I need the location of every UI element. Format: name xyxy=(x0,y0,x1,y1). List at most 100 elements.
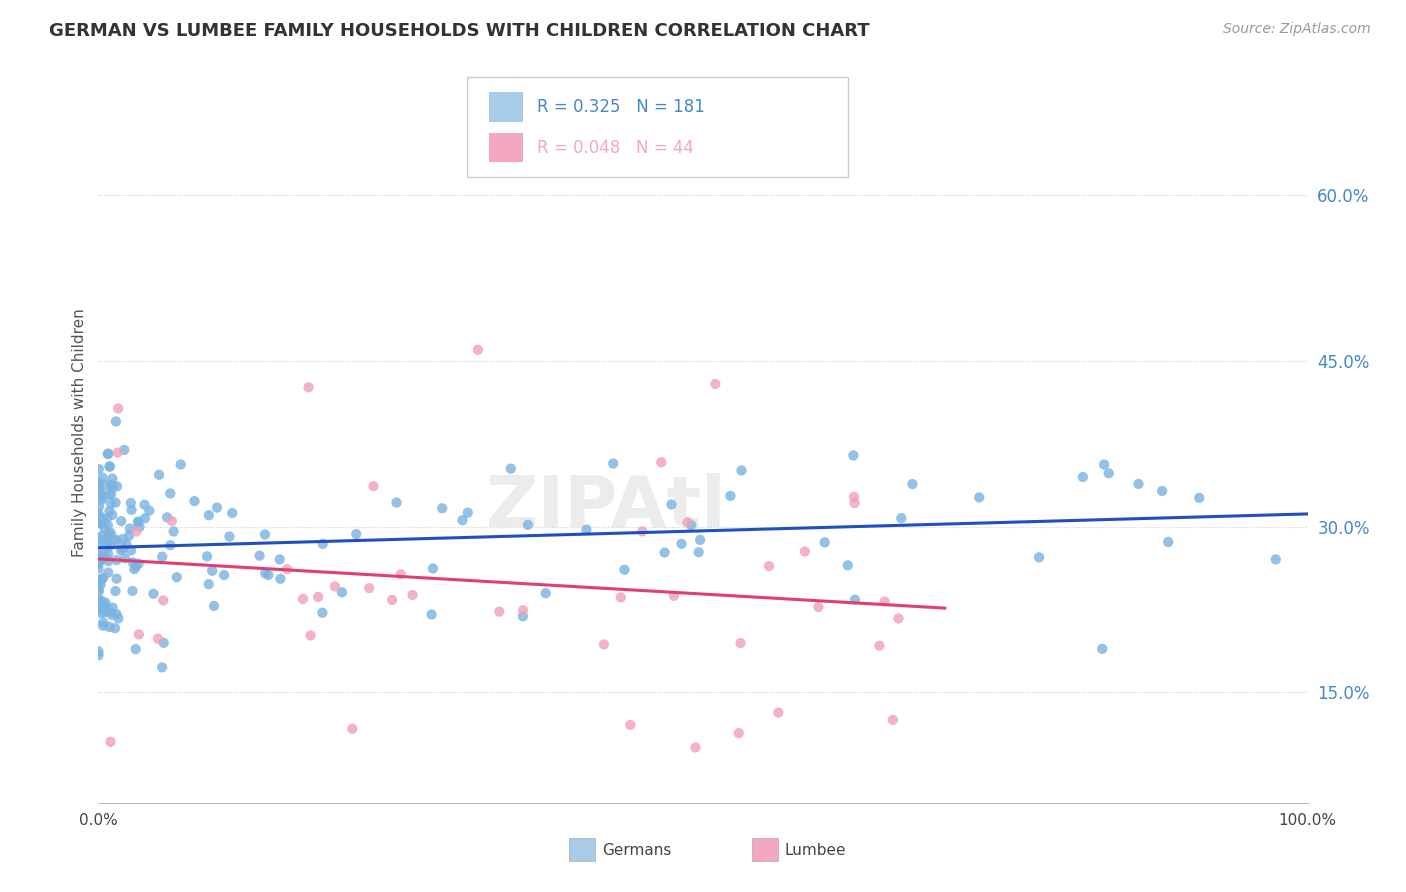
Point xyxy=(105,533,128,548)
Point xyxy=(101,600,124,615)
Point xyxy=(516,517,538,532)
Point xyxy=(385,495,408,509)
Point xyxy=(1188,491,1211,505)
Point xyxy=(212,568,235,582)
Point xyxy=(120,543,142,558)
Point xyxy=(420,607,443,622)
Point xyxy=(1157,535,1180,549)
Point xyxy=(90,577,112,591)
Point xyxy=(602,457,624,471)
Point xyxy=(89,516,111,531)
Point xyxy=(91,619,114,633)
Point xyxy=(87,583,110,598)
Point xyxy=(134,498,156,512)
Text: GERMAN VS LUMBEE FAMILY HOUSEHOLDS WITH CHILDREN CORRELATION CHART: GERMAN VS LUMBEE FAMILY HOUSEHOLDS WITH … xyxy=(49,22,870,40)
Point xyxy=(112,442,135,457)
Point xyxy=(87,507,110,521)
Point xyxy=(201,564,224,578)
Point xyxy=(159,538,181,552)
Point xyxy=(104,495,127,509)
Point xyxy=(593,637,616,651)
Point xyxy=(160,514,183,528)
Point xyxy=(344,527,367,541)
Point xyxy=(111,532,134,546)
Point xyxy=(101,472,124,486)
Point xyxy=(89,484,111,499)
Point xyxy=(100,607,122,622)
Point xyxy=(114,551,136,566)
Point xyxy=(93,550,115,565)
Point xyxy=(90,593,112,607)
Point xyxy=(1264,552,1286,566)
Point xyxy=(94,478,117,492)
Point xyxy=(91,571,114,585)
Point xyxy=(610,591,633,605)
Point xyxy=(323,580,346,594)
Point xyxy=(96,511,118,525)
Point xyxy=(688,545,710,559)
Point xyxy=(297,380,319,394)
Point xyxy=(142,587,165,601)
Point xyxy=(107,611,129,625)
Point xyxy=(96,534,118,549)
Point xyxy=(90,516,112,531)
Point xyxy=(118,529,141,543)
Point xyxy=(269,552,291,566)
Point xyxy=(98,504,121,518)
Point xyxy=(534,586,557,600)
Point xyxy=(451,513,474,527)
Point xyxy=(98,459,121,474)
Point xyxy=(87,561,110,575)
Point xyxy=(253,527,276,541)
Point xyxy=(97,447,120,461)
Point xyxy=(901,477,924,491)
Point xyxy=(631,524,654,539)
Point xyxy=(730,636,752,650)
FancyBboxPatch shape xyxy=(489,92,523,121)
Point xyxy=(882,713,904,727)
Point xyxy=(100,525,122,540)
Point xyxy=(613,563,636,577)
Point xyxy=(257,568,280,582)
Point xyxy=(127,515,149,529)
Point xyxy=(101,508,124,522)
Point xyxy=(727,726,749,740)
Point xyxy=(87,548,110,562)
Y-axis label: Family Households with Children: Family Households with Children xyxy=(72,309,87,557)
Point xyxy=(97,530,120,544)
Point xyxy=(1091,641,1114,656)
Point xyxy=(432,501,454,516)
Point xyxy=(662,589,685,603)
Point xyxy=(1092,458,1115,472)
Point xyxy=(152,593,174,607)
Point xyxy=(221,506,243,520)
Text: Lumbee: Lumbee xyxy=(785,843,846,857)
Point xyxy=(91,597,114,611)
Point xyxy=(422,561,444,575)
Point xyxy=(887,611,910,625)
Point xyxy=(134,511,156,525)
Point xyxy=(198,508,221,523)
Point xyxy=(162,524,184,539)
Point xyxy=(1071,470,1094,484)
Point xyxy=(967,491,990,505)
Point xyxy=(104,415,127,429)
Point xyxy=(120,496,142,510)
Point xyxy=(842,490,865,504)
Point xyxy=(98,539,121,553)
Point xyxy=(619,718,641,732)
Point xyxy=(96,541,118,555)
Point xyxy=(91,471,114,485)
Point xyxy=(166,570,188,584)
Point xyxy=(401,588,423,602)
Point xyxy=(91,615,114,630)
Point xyxy=(94,596,117,610)
Point xyxy=(704,376,727,391)
Point xyxy=(758,559,780,574)
Point xyxy=(148,467,170,482)
Point xyxy=(107,401,129,416)
Point xyxy=(87,557,110,571)
Point xyxy=(98,620,121,634)
Point xyxy=(87,593,110,607)
Point xyxy=(890,511,912,525)
